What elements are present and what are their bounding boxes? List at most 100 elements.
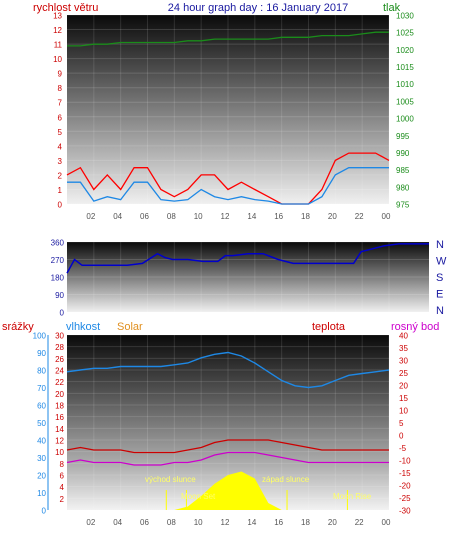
humidity-tick-label: 50 bbox=[37, 419, 46, 428]
pressure-tick-label: 975 bbox=[396, 201, 410, 210]
precipitation-tick-label: 30 bbox=[55, 332, 64, 341]
pressure-tick-label: 1030 bbox=[396, 12, 414, 21]
temperature-tick-label: 30 bbox=[399, 357, 408, 366]
compass-tick-label: W bbox=[436, 256, 447, 268]
legend-humidity: vlhkost bbox=[66, 321, 100, 333]
pressure-tick-label: 1005 bbox=[396, 97, 414, 106]
wind-speed-tick-label: 10 bbox=[53, 55, 62, 64]
temperature-tick-label: 0 bbox=[399, 432, 404, 441]
panel-wind-direction-grid bbox=[67, 241, 429, 313]
temperature-tick-label: -20 bbox=[399, 482, 411, 491]
hour-tick-label: 12 bbox=[221, 518, 230, 527]
wind-speed-tick-label: 12 bbox=[53, 26, 62, 35]
hour-tick-label: 16 bbox=[274, 212, 283, 221]
temperature-tick-label: 25 bbox=[399, 369, 408, 378]
dewpoint-line bbox=[66, 451, 389, 466]
annotation-label: východ slunce bbox=[145, 475, 196, 484]
wind-speed-tick-label: 4 bbox=[58, 142, 63, 151]
graph-title: 24 hour graph day : 16 January 2017 bbox=[168, 2, 348, 14]
sun-moon-annotations: východ slunce západ slunce Moon Rise Moon S… bbox=[145, 475, 372, 510]
panel-wind-direction-series bbox=[66, 243, 429, 274]
wind-speed-tick-label: 2 bbox=[58, 171, 63, 180]
solar-area bbox=[67, 471, 389, 510]
precipitation-tick-label: 12 bbox=[55, 437, 64, 446]
pressure-tick-label: 1020 bbox=[396, 46, 414, 55]
direction-tick-label: 90 bbox=[55, 291, 64, 300]
pressure-tick-label: 1010 bbox=[396, 80, 414, 89]
legend-dewpoint: rosný bod bbox=[391, 321, 439, 333]
hour-tick-label: 20 bbox=[328, 212, 337, 221]
precipitation-tick-label: 16 bbox=[55, 413, 64, 422]
panel-temperature-humidity-series bbox=[66, 351, 390, 510]
humidity-tick-label: 100 bbox=[33, 332, 47, 341]
humidity-tick-label: 70 bbox=[37, 384, 46, 393]
pressure-tick-label: 995 bbox=[396, 132, 410, 141]
precipitation-tick-label: 22 bbox=[55, 378, 64, 387]
panel-wind-pressure-hour-ticks: 02 04 06 08 10 12 14 16 18 20 22 00 bbox=[86, 212, 391, 221]
pressure-tick-label: 990 bbox=[396, 149, 410, 158]
temperature-tick-label: 35 bbox=[399, 344, 408, 353]
hour-tick-label: 02 bbox=[86, 518, 95, 527]
pressure-line bbox=[67, 31, 389, 47]
legend-precipitation: srážky bbox=[2, 321, 34, 333]
pressure-tick-label: 1015 bbox=[396, 63, 414, 72]
pressure-axis-title: tlak bbox=[383, 2, 401, 14]
pressure-axis: 975 980 985 990 995 1000 1005 1010 1015 1020 1025 1… bbox=[396, 12, 414, 210]
pressure-tick-label: 980 bbox=[396, 183, 410, 192]
direction-tick-label: 360 bbox=[51, 239, 65, 248]
direction-tick-label: 0 bbox=[60, 309, 65, 318]
direction-degree-axis: 0 90 180 270 360 bbox=[51, 239, 65, 318]
legend-solar: Solar bbox=[117, 321, 143, 333]
panel-wind-pressure-grid bbox=[67, 14, 390, 205]
compass-tick-label: N bbox=[436, 239, 444, 251]
precipitation-tick-label: 4 bbox=[60, 483, 65, 492]
precipitation-tick-label: 14 bbox=[55, 425, 64, 434]
humidity-tick-label: 0 bbox=[42, 507, 47, 516]
hour-tick-label: 04 bbox=[113, 212, 122, 221]
temperature-line bbox=[66, 439, 389, 454]
precipitation-tick-label: 28 bbox=[55, 343, 64, 352]
temperature-tick-label: -15 bbox=[399, 469, 411, 478]
temperature-axis: -30 -25 -20 -15 -10 -5 0 5 10 15 20 25 30 35 40 bbox=[399, 332, 411, 516]
hour-tick-label: 00 bbox=[382, 518, 391, 527]
wind-speed-tick-label: 6 bbox=[58, 113, 63, 122]
temperature-tick-label: -30 bbox=[399, 507, 411, 516]
precipitation-tick-label: 2 bbox=[60, 495, 65, 504]
hour-tick-label: 14 bbox=[247, 212, 256, 221]
wind-gust-line bbox=[66, 152, 390, 205]
wind-speed-tick-label: 5 bbox=[58, 128, 63, 137]
panel-temperature-humidity-grid bbox=[67, 334, 390, 510]
panel-wind-pressure-series bbox=[66, 31, 390, 205]
humidity-tick-label: 80 bbox=[37, 367, 46, 376]
precipitation-tick-label: 24 bbox=[55, 367, 64, 376]
hour-tick-label: 04 bbox=[113, 518, 122, 527]
humidity-tick-label: 30 bbox=[37, 454, 46, 463]
annotation-label: západ slunce bbox=[262, 475, 310, 484]
temperature-tick-label: -10 bbox=[399, 457, 411, 466]
humidity-tick-label: 60 bbox=[37, 402, 46, 411]
hour-tick-label: 10 bbox=[194, 212, 203, 221]
precipitation-tick-label: 6 bbox=[60, 472, 65, 481]
pressure-tick-label: 1025 bbox=[396, 29, 414, 38]
hour-tick-label: 22 bbox=[355, 212, 364, 221]
direction-tick-label: 180 bbox=[51, 274, 65, 283]
panel-wind-pressure bbox=[67, 15, 389, 204]
humidity-tick-label: 40 bbox=[37, 437, 46, 446]
compass-tick-label: N bbox=[436, 305, 444, 317]
hour-tick-label: 06 bbox=[140, 212, 149, 221]
compass-tick-label: S bbox=[436, 272, 443, 284]
precipitation-tick-label: 26 bbox=[55, 355, 64, 364]
temperature-tick-label: 5 bbox=[399, 419, 404, 428]
humidity-axis: 0 10 20 30 40 50 60 70 80 90 100 bbox=[33, 332, 49, 516]
hour-tick-label: 14 bbox=[247, 518, 256, 527]
precipitation-tick-label: 18 bbox=[55, 402, 64, 411]
precipitation-tick-label: 20 bbox=[55, 390, 64, 399]
wind-speed-tick-label: 13 bbox=[53, 12, 62, 21]
wind-speed-tick-label: 9 bbox=[58, 70, 63, 79]
hour-tick-label: 12 bbox=[221, 212, 230, 221]
pressure-tick-label: 1000 bbox=[396, 115, 414, 124]
wind-speed-tick-label: 0 bbox=[58, 201, 63, 210]
